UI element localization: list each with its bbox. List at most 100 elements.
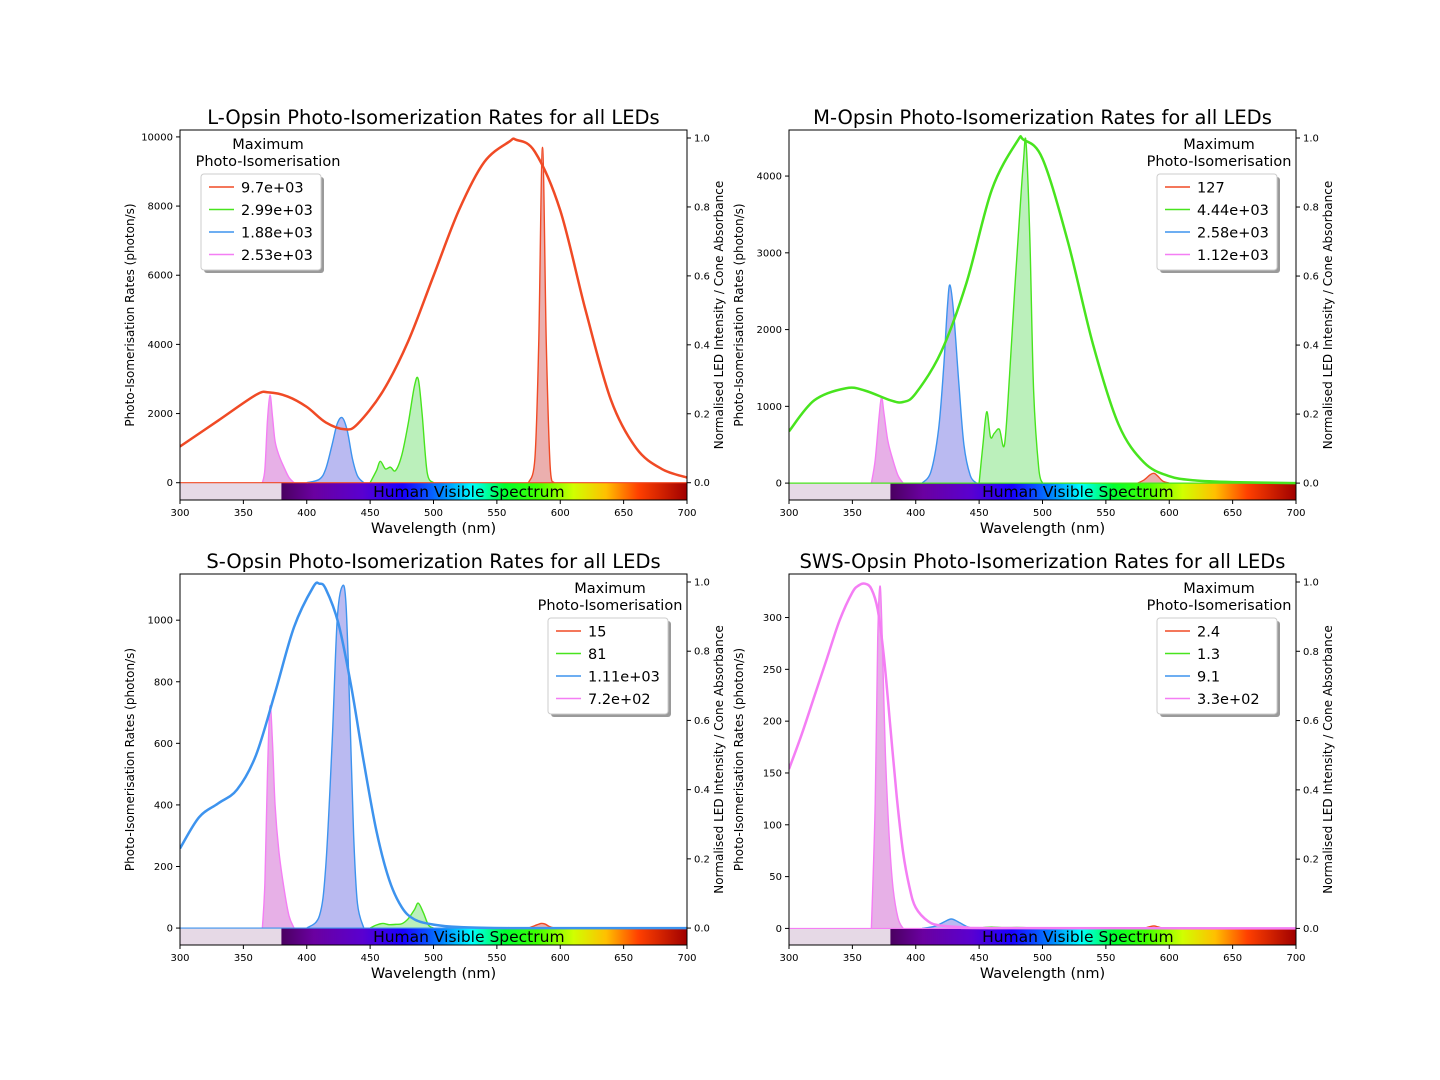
led-line-1: [528, 922, 555, 929]
y-tick-label: 400: [154, 800, 173, 811]
led-line-3: [306, 416, 365, 484]
chart-title: L-Opsin Photo-Isomerization Rates for al…: [207, 106, 659, 129]
y-tick-label: 0: [776, 924, 782, 935]
visible-spectrum-bar: [890, 483, 1296, 500]
y-axis-label: Photo-Isomerisation Rates (photon/s): [123, 203, 137, 426]
y2-tick-label: 0.6: [694, 716, 710, 727]
cone-absorbance-curve: [180, 581, 687, 930]
y2-tick-label: 0.4: [1303, 785, 1319, 796]
y-tick-label: 4000: [148, 340, 173, 351]
legend-title: Photo-Isomerisation: [196, 154, 341, 170]
x-tick-label: 700: [1286, 953, 1305, 964]
visible-spectrum-bar: [890, 928, 1296, 945]
led-fill-2: [979, 138, 1043, 484]
x-axis-label: Wavelength (nm): [980, 966, 1105, 982]
chart-panel-2: Human Visible Spectrum 300 350 400 450 500 550…: [732, 106, 1335, 537]
y-tick-label: 0: [776, 479, 782, 490]
x-tick-label: 650: [1223, 953, 1242, 964]
spectrum-label: Human Visible Spectrum: [982, 483, 1174, 501]
led-line-3: [921, 284, 978, 484]
led-line-1: [527, 146, 555, 483]
y2-tick-label: 1.0: [1303, 134, 1319, 145]
legend-entry: 4.44e+03: [1197, 203, 1269, 219]
y-axis-label: Photo-Isomerisation Rates (photon/s): [123, 648, 137, 871]
legend-entry: 1.11e+03: [588, 670, 660, 686]
y2-tick-label: 1.0: [694, 134, 710, 145]
x-tick-label: 500: [424, 508, 443, 519]
legend-title: Maximum: [1183, 581, 1254, 597]
led-fill-4: [262, 395, 295, 483]
x-tick-label: 300: [779, 508, 798, 519]
cone-absorbance-curve: [180, 137, 687, 479]
y2-tick-label: 0.2: [694, 409, 710, 420]
x-tick-label: 500: [1033, 953, 1052, 964]
x-tick-label: 500: [1033, 508, 1052, 519]
y-tick-label: 200: [154, 862, 173, 873]
y2-tick-label: 1.0: [694, 578, 710, 589]
y-tick-label: 0: [167, 478, 173, 489]
y2-tick-label: 0.0: [1303, 479, 1319, 490]
y-tick-label: 1000: [148, 616, 173, 627]
chart-title: S-Opsin Photo-Isomerization Rates for al…: [206, 550, 660, 573]
y2-tick-label: 0.8: [694, 202, 710, 213]
y-tick-label: 8000: [148, 202, 173, 213]
led-line-3: [306, 584, 365, 929]
y2-tick-label: 0.0: [694, 924, 710, 935]
legend-entry: 9.7e+03: [241, 181, 304, 197]
legend-entry: 2.99e+03: [241, 203, 313, 219]
chart-panel-1: Human Visible Spectrum 300 350 400 450 500 550…: [123, 106, 726, 537]
spectrum-label: Human Visible Spectrum: [982, 928, 1174, 946]
legend-box: [1156, 617, 1278, 715]
legend-entry: 15: [588, 625, 606, 641]
y2-tick-label: 0.4: [694, 340, 710, 351]
y-tick-label: 100: [763, 820, 782, 831]
uv-region: [789, 928, 891, 945]
legend-entry: 2.53e+03: [241, 248, 313, 264]
legend-box: [200, 173, 322, 271]
led-line-2: [978, 137, 1044, 484]
x-tick-label: 400: [297, 508, 316, 519]
x-tick-label: 550: [1096, 953, 1115, 964]
y2-axis-label: Normalised LED Intensity / Cone Absorban…: [712, 625, 726, 893]
y2-axis-label: Normalised LED Intensity / Cone Absorban…: [1321, 625, 1335, 893]
x-tick-label: 500: [424, 953, 443, 964]
y-tick-label: 2000: [757, 325, 782, 336]
x-tick-label: 300: [779, 953, 798, 964]
x-axis-label: Wavelength (nm): [371, 966, 496, 982]
y-axis-label: Photo-Isomerisation Rates (photon/s): [732, 203, 746, 426]
y-tick-label: 10000: [141, 132, 173, 143]
led-line-4: [261, 705, 295, 929]
legend-entry: 1.3: [1197, 647, 1220, 663]
legend-box: [1156, 173, 1278, 271]
uv-region: [180, 482, 282, 500]
legend-entry: 9.1: [1197, 670, 1220, 686]
legend-entry: 2.58e+03: [1197, 226, 1269, 242]
y-tick-label: 300: [763, 613, 782, 624]
legend-title: Maximum: [574, 581, 645, 597]
legend-entry: 2.4: [1197, 625, 1220, 641]
x-tick-label: 450: [970, 953, 989, 964]
y2-tick-label: 0.0: [1303, 924, 1319, 935]
y-tick-label: 600: [154, 739, 173, 750]
y2-tick-label: 0.8: [1303, 203, 1319, 214]
x-tick-label: 600: [1160, 508, 1179, 519]
led-fill-2: [370, 377, 434, 483]
legend-entry: 1.12e+03: [1197, 248, 1269, 264]
y-tick-label: 3000: [757, 248, 782, 259]
x-tick-label: 700: [1286, 508, 1305, 519]
led-line-4: [870, 585, 904, 929]
uv-region: [789, 483, 891, 500]
y-tick-label: 0: [167, 924, 173, 935]
spectrum-label: Human Visible Spectrum: [373, 928, 565, 946]
x-tick-label: 600: [551, 508, 570, 519]
y2-tick-label: 0.0: [694, 478, 710, 489]
x-axis-label: Wavelength (nm): [371, 521, 496, 537]
legend-entry: 1.88e+03: [241, 226, 313, 242]
legend-title: Maximum: [1183, 137, 1254, 153]
legend-entry: 81: [588, 647, 606, 663]
